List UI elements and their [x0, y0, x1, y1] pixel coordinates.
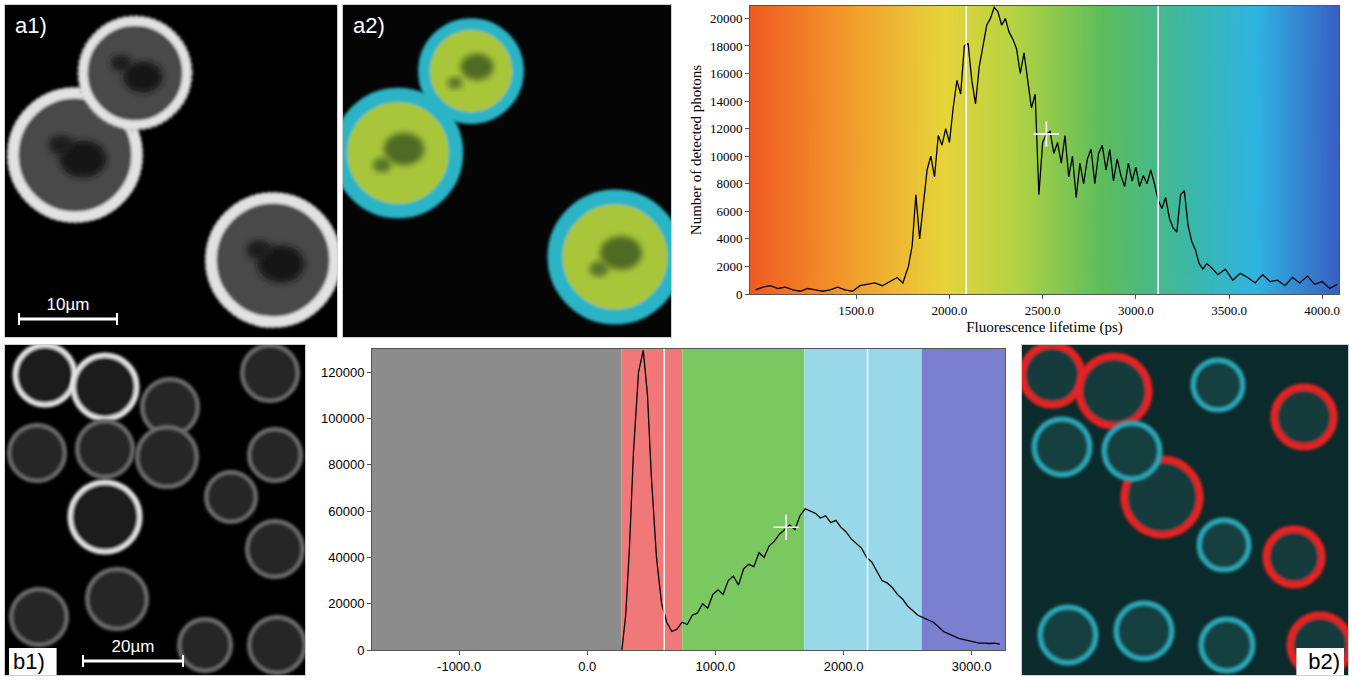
svg-text:10µm: 10µm [47, 295, 90, 314]
svg-text:0: 0 [736, 287, 743, 302]
svg-text:4000: 4000 [716, 231, 742, 246]
svg-text:1000.0: 1000.0 [696, 659, 736, 674]
svg-text:40000: 40000 [328, 550, 364, 565]
svg-text:12000: 12000 [710, 121, 743, 136]
svg-text:8000: 8000 [716, 176, 742, 191]
svg-text:20000: 20000 [328, 596, 364, 611]
svg-text:2500.0: 2500.0 [1025, 303, 1061, 318]
svg-text:0: 0 [357, 643, 364, 658]
svg-text:Number of detected photons: Number of detected photons [688, 65, 704, 236]
svg-text:3500.0: 3500.0 [1211, 303, 1247, 318]
svg-text:20000: 20000 [710, 11, 743, 26]
svg-text:18000: 18000 [710, 39, 743, 54]
svg-text:4000.0: 4000.0 [1304, 303, 1340, 318]
svg-text:b1): b1) [13, 649, 45, 674]
svg-text:3000.0: 3000.0 [952, 659, 992, 674]
svg-text:3000.0: 3000.0 [1118, 303, 1154, 318]
svg-text:20µm: 20µm [112, 637, 155, 656]
svg-text:a2): a2) [353, 13, 385, 38]
svg-text:a1): a1) [15, 13, 47, 38]
svg-text:10000: 10000 [710, 149, 743, 164]
svg-text:100000: 100000 [321, 411, 364, 426]
svg-text:60000: 60000 [328, 504, 364, 519]
svg-text:-1000.0: -1000.0 [437, 659, 481, 674]
svg-text:2000.0: 2000.0 [824, 659, 864, 674]
svg-text:80000: 80000 [328, 457, 364, 472]
svg-text:6000: 6000 [716, 204, 742, 219]
svg-text:120000: 120000 [321, 365, 364, 380]
svg-text:b2): b2) [1308, 649, 1340, 674]
svg-text:2000: 2000 [716, 259, 742, 274]
svg-text:14000: 14000 [710, 94, 743, 109]
svg-text:2000.0: 2000.0 [932, 303, 968, 318]
svg-text:0.0: 0.0 [578, 659, 596, 674]
svg-text:16000: 16000 [710, 66, 743, 81]
svg-text:1500.0: 1500.0 [838, 303, 874, 318]
svg-text:Fluorescence lifetime (ps): Fluorescence lifetime (ps) [966, 319, 1123, 336]
